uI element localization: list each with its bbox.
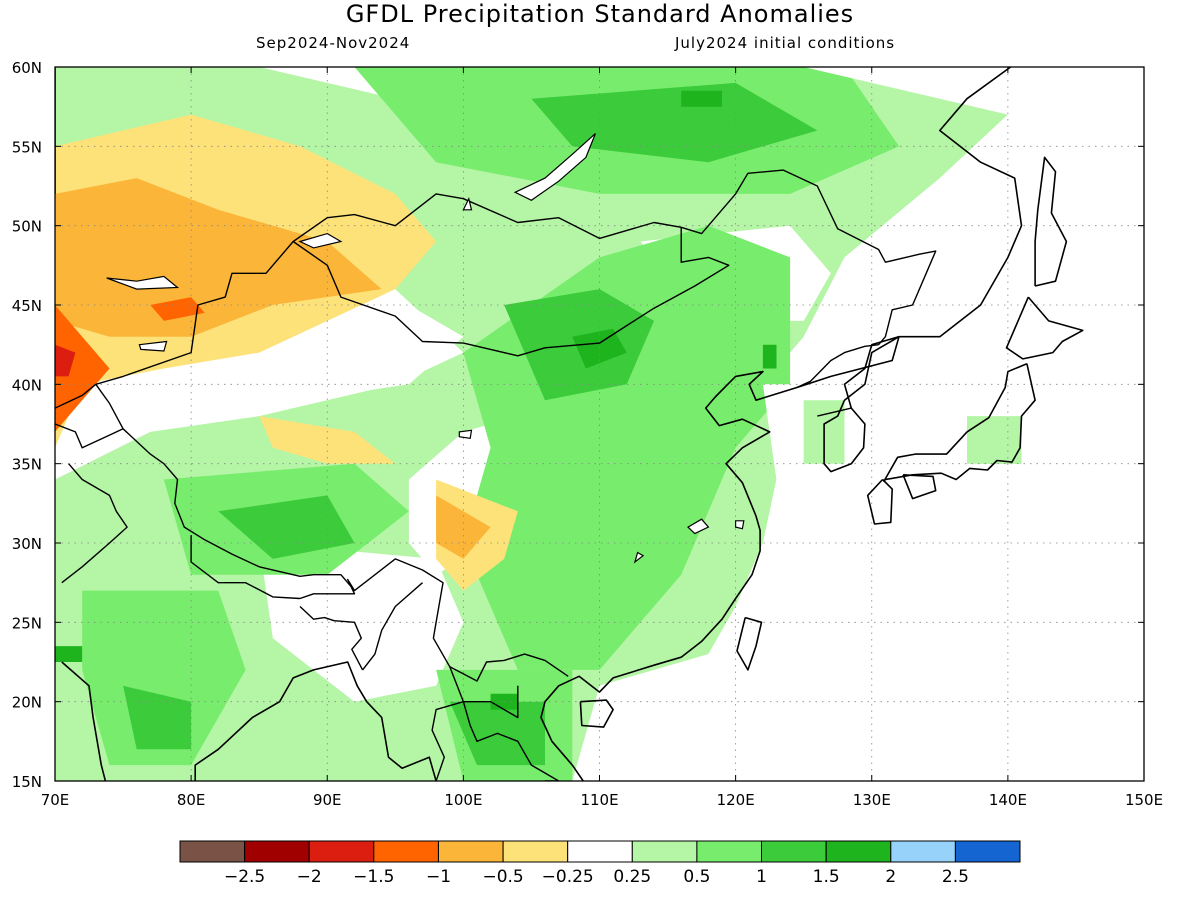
lon-tick-label: 150E [1125,791,1163,809]
lon-tick-label: 90E [313,791,342,809]
lake [736,521,744,529]
anomaly-region [763,345,777,369]
anomaly-region [55,646,82,662]
lat-tick-label: 35N [12,456,42,474]
lat-tick-label: 20N [12,694,42,712]
lat-tick-label: 30N [12,535,42,553]
anomaly-region [967,416,1022,464]
lon-tick-label: 130E [853,791,891,809]
lat-tick-label: 60N [12,59,42,77]
lake [459,430,471,438]
anomaly-fills [55,67,1144,781]
lat-tick-label: 55N [12,138,42,156]
anomaly-region [681,91,722,107]
lon-tick-label: 70E [41,791,70,809]
lat-tick-label: 25N [12,614,42,632]
lon-tick-label: 100E [444,791,482,809]
lat-tick-label: 50N [12,218,42,236]
lon-tick-label: 120E [717,791,755,809]
lon-tick-label: 140E [989,791,1027,809]
lat-tick-label: 40N [12,376,42,394]
lon-tick-label: 80E [177,791,206,809]
lat-tick-label: 15N [12,773,42,791]
lon-tick-label: 110E [580,791,618,809]
precipitation-anomaly-map: 70E 80E 90E 100E 110E 120E 130E 140E 150E 60N 55N 5… [0,0,1200,900]
country-border [497,781,558,829]
lat-tick-label: 45N [12,297,42,315]
